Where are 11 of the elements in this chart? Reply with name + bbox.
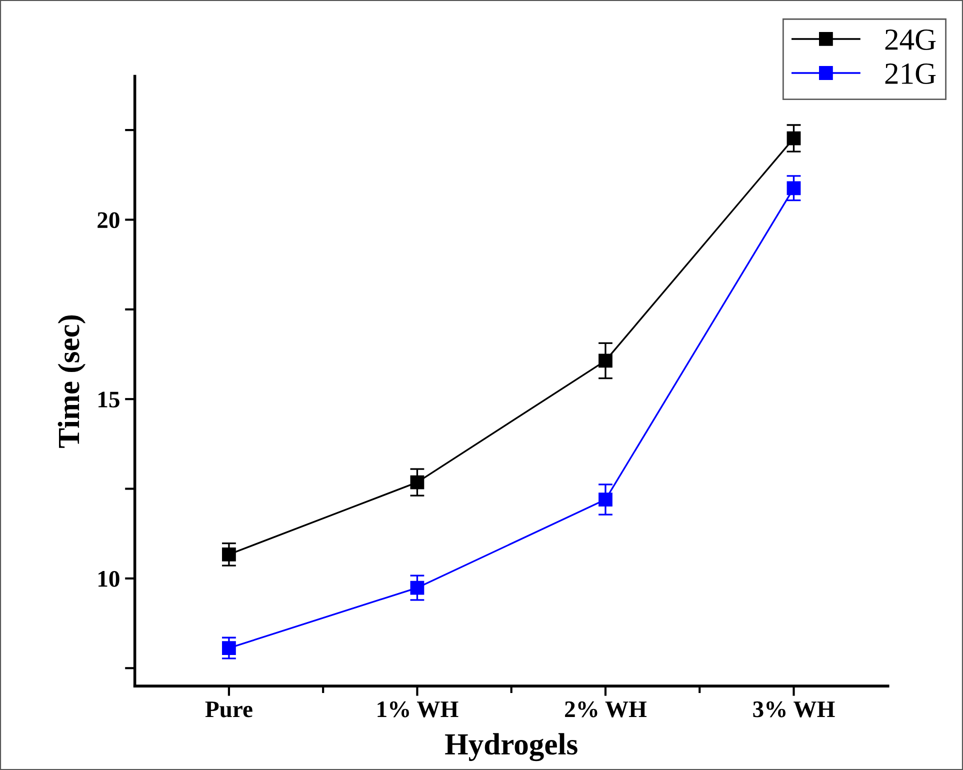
y-tick-label: 15 xyxy=(98,392,120,408)
legend-label: 21G xyxy=(885,63,936,84)
x-tick-label: Pure xyxy=(205,702,252,718)
y-tick-label: 20 xyxy=(98,212,120,228)
y-tick-label: 10 xyxy=(98,570,120,587)
y-axis-title: Time (sec) xyxy=(58,315,86,448)
x-tick-label: 3% WH xyxy=(753,701,835,718)
x-tick-label: 1% WH xyxy=(378,701,458,718)
x-tick-label: 2% WH xyxy=(565,701,647,718)
x-axis-title: Hydrogels xyxy=(445,733,578,762)
legend-label: 24G xyxy=(885,29,936,50)
